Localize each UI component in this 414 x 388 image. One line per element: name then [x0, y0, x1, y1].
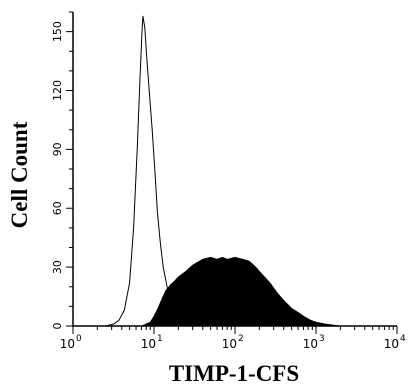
- x-tick-label: 10 3: [303, 334, 325, 351]
- y-tick-label: 0: [51, 323, 64, 330]
- x-tick-exponent: 1: [157, 334, 163, 344]
- x-tick-exponent: 0: [76, 334, 82, 344]
- x-tick-exponent: 4: [400, 334, 406, 344]
- x-tick-base: 10: [303, 337, 318, 351]
- y-tick-label: 120: [51, 80, 64, 101]
- x-tick-base: 10: [222, 337, 237, 351]
- x-axis-title: TIMP-1-CFS: [169, 361, 299, 386]
- x-tick-label: 10 1: [141, 334, 163, 351]
- plot-area: [73, 15, 397, 327]
- y-tick-label: 30: [51, 260, 64, 274]
- x-tick-exponent: 2: [238, 334, 244, 344]
- y-tick-label: 90: [51, 142, 64, 156]
- x-tick-label: 10 0: [60, 334, 82, 351]
- y-tick-label: 60: [51, 201, 64, 215]
- x-tick-base: 10: [141, 337, 156, 351]
- x-tick-exponent: 3: [319, 334, 325, 344]
- x-tick-base: 10: [60, 337, 75, 351]
- series-1-filled-area: [73, 256, 397, 327]
- x-tick-label: 10 2: [222, 334, 244, 351]
- y-tick-label: 150: [51, 21, 64, 42]
- y-axis-title: Cell Count: [7, 121, 32, 228]
- x-tick-label: 10 4: [384, 334, 406, 351]
- x-tick-base: 10: [384, 337, 399, 351]
